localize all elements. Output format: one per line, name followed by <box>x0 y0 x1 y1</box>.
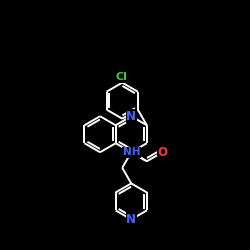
Text: N: N <box>126 213 136 226</box>
Text: N: N <box>126 110 136 123</box>
Text: Cl: Cl <box>115 72 127 82</box>
Text: O: O <box>158 146 168 159</box>
Text: NH: NH <box>122 147 140 157</box>
